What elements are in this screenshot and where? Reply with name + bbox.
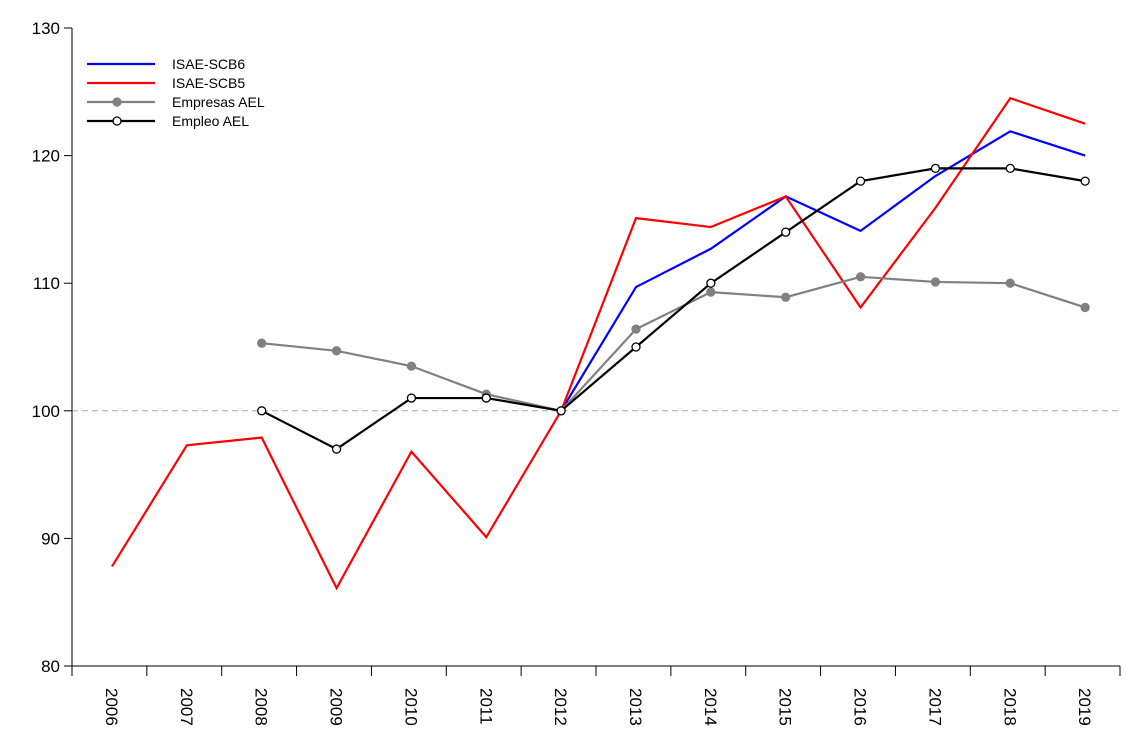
point-marker [1080, 176, 1090, 186]
x-tick-label: 2010 [401, 688, 420, 726]
legend-label: Empresas AEL [172, 94, 265, 110]
x-tick-label: 2015 [776, 688, 795, 726]
legend-label: ISAE-SCB5 [172, 75, 245, 91]
point-marker [406, 361, 417, 371]
legend-marker [112, 97, 122, 107]
x-tick-label: 2013 [626, 688, 645, 726]
x-tick-label: 2008 [252, 688, 271, 726]
x-tick-label: 2018 [1000, 688, 1019, 726]
point-marker [1080, 302, 1090, 313]
point-marker [930, 277, 941, 287]
legend-marker [112, 116, 122, 126]
legend-label: ISAE-SCB6 [172, 56, 245, 72]
series-line [261, 167, 1086, 451]
y-tick-label: 130 [32, 19, 60, 38]
series-line [261, 275, 1086, 413]
point-marker [855, 272, 866, 282]
point-marker [257, 338, 267, 348]
point-marker [257, 406, 267, 416]
y-tick-label: 100 [32, 402, 60, 421]
series-line [560, 130, 1086, 412]
point-marker [706, 287, 716, 297]
point-marker [781, 227, 791, 237]
x-tick-label: 2011 [476, 688, 495, 725]
y-tick-label: 80 [41, 657, 60, 676]
point-marker [481, 393, 491, 403]
point-marker [781, 292, 791, 302]
x-tick-label: 2019 [1075, 688, 1094, 726]
x-tick-label: 2016 [851, 688, 870, 726]
point-marker [331, 346, 342, 356]
point-marker [631, 342, 641, 352]
x-tick-label: 2014 [701, 688, 720, 726]
x-tick-label: 2017 [925, 688, 944, 726]
point-marker [406, 393, 417, 403]
legend-label: Empleo AEL [172, 113, 249, 129]
point-marker [706, 278, 716, 288]
x-tick-label: 2012 [551, 688, 570, 726]
y-tick-label: 90 [41, 529, 60, 548]
series-line [111, 96, 1086, 591]
y-tick-label: 120 [32, 147, 60, 166]
point-marker [631, 324, 641, 334]
point-marker [331, 444, 342, 454]
point-marker [556, 406, 566, 416]
x-tick-label: 2009 [327, 688, 346, 726]
point-marker [855, 176, 866, 186]
point-marker [1005, 278, 1015, 288]
x-tick-label: 2006 [102, 688, 121, 726]
point-marker [930, 163, 941, 174]
point-marker [1005, 163, 1015, 174]
x-tick-label: 2007 [177, 688, 196, 726]
y-tick-label: 110 [33, 274, 60, 293]
